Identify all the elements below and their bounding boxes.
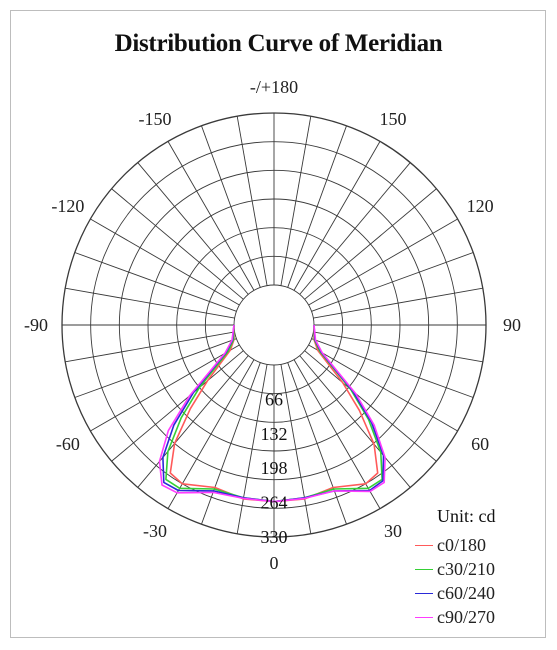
series-line-c90-270: [158, 324, 386, 503]
unit-label: Unit: cd: [437, 506, 496, 526]
legend-label: c90/270: [437, 606, 495, 627]
grid-spoke: [287, 362, 347, 525]
angle-tick-label: 120: [467, 196, 494, 216]
radial-tick-label: 198: [261, 458, 288, 478]
grid-spoke: [313, 287, 483, 319]
grid-spoke: [201, 125, 261, 288]
legend-item: c90/270: [415, 605, 555, 629]
grid-spoke: [308, 218, 458, 306]
grid-spoke: [236, 364, 268, 534]
grid-spoke: [304, 350, 437, 462]
legend-label: c60/240: [437, 582, 495, 603]
chart-frame: [10, 10, 546, 638]
grid-ring: [233, 284, 315, 366]
grid-spoke: [280, 364, 312, 534]
angle-tick-label: 60: [471, 434, 489, 454]
grid-spoke: [287, 125, 347, 288]
grid-spoke: [74, 338, 237, 398]
series-group: [158, 324, 386, 503]
grid-spoke: [137, 162, 249, 295]
grid-spoke: [65, 331, 235, 363]
grid-spoke: [280, 116, 312, 286]
angle-tick-label: 150: [380, 109, 407, 129]
angle-tick-label: -/+180: [250, 77, 298, 97]
grid-spoke: [311, 252, 474, 312]
angle-tick-label: -30: [143, 521, 167, 541]
grid-spoke: [167, 141, 255, 291]
radial-tick-label: 132: [261, 424, 288, 444]
chart-title: Distribution Curve of Meridian: [114, 30, 443, 57]
radial-tick-label: 264: [261, 493, 288, 513]
angle-tick-label: -60: [56, 434, 80, 454]
grid-spoke: [311, 338, 474, 398]
legend-swatch: [415, 616, 433, 618]
grid-spoke: [65, 287, 235, 319]
legend-label: c30/210: [437, 558, 495, 579]
angle-tick-label: -120: [51, 196, 84, 216]
grid-spoke: [304, 188, 437, 300]
legend-swatch: [415, 544, 433, 546]
grid-spoke: [111, 350, 244, 462]
angle-tick-label: -90: [24, 315, 48, 335]
grid-spoke: [90, 218, 240, 306]
grid-spoke: [90, 344, 240, 432]
grid-spoke: [111, 188, 244, 300]
legend-item: c30/210: [415, 557, 555, 581]
grid-spoke: [201, 362, 261, 525]
grid-spoke: [299, 355, 411, 488]
grid-spoke: [308, 344, 458, 432]
legend-label: c0/180: [437, 534, 486, 555]
angle-tick-label: 0: [270, 553, 279, 573]
grid-spoke: [74, 252, 237, 312]
legend-rows: c0/180 c30/210 c60/240 c90/270: [415, 533, 555, 629]
angle-tick-label: 30: [384, 521, 402, 541]
grid-spoke: [299, 162, 411, 295]
radial-tick-label: 330: [261, 527, 288, 547]
angle-tick-label: 90: [503, 315, 521, 335]
grid-spoke: [236, 116, 268, 286]
grid-spoke: [313, 331, 483, 363]
legend-item: c60/240: [415, 581, 555, 605]
angle-tick-label: -150: [139, 109, 172, 129]
radial-tick-label: 66: [265, 389, 283, 409]
grid-spoke: [293, 141, 381, 291]
legend-item: c0/180: [415, 533, 555, 557]
legend: Unit: cd c0/180 c30/210 c60/240 c90/270: [415, 506, 555, 629]
polar-grid: [61, 112, 487, 538]
legend-swatch: [415, 568, 433, 570]
grid-spoke: [137, 355, 249, 488]
legend-swatch: [415, 592, 433, 594]
